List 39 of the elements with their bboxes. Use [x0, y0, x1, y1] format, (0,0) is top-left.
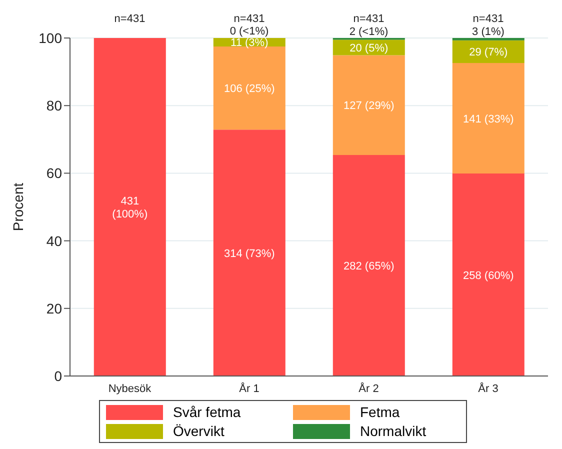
bar	[213, 130, 286, 376]
legend-label: Normalvikt	[360, 423, 428, 439]
y-tick-label: 0	[54, 368, 62, 384]
data-label: 282 (65%)	[344, 260, 394, 272]
x-tick-label: År 2	[358, 382, 379, 395]
data-label: 2 (<1%)	[349, 26, 388, 38]
bar	[332, 55, 405, 155]
data-label: 314 (73%)	[224, 248, 275, 260]
y-tick-label: 80	[46, 98, 62, 114]
data-label: 127 (29%)	[344, 100, 394, 112]
y-tick-label: 60	[46, 165, 62, 182]
annotation: n=431	[353, 13, 384, 25]
data-label: 3 (1%)	[472, 26, 504, 38]
x-tick-label: År 3	[478, 382, 498, 395]
x-tick-label: År 1	[239, 382, 260, 395]
data-label: 20 (5%)	[350, 42, 388, 54]
legend-label: Svår fetma	[173, 404, 242, 420]
data-label: 106 (25%)	[224, 83, 275, 96]
annotation: n=431	[472, 13, 504, 25]
y-tick-label: 40	[46, 232, 62, 249]
legend-label: Fetma	[360, 404, 401, 420]
bar	[332, 154, 405, 376]
data-label: 431 (100%)	[112, 196, 148, 220]
bar	[452, 63, 524, 174]
annotation: n=431	[234, 13, 265, 25]
bar	[94, 38, 166, 376]
data-label: 0 (<1%)	[230, 26, 269, 38]
x-tick-label: Nybesök	[108, 382, 152, 395]
data-label: 29 (7%)	[469, 46, 508, 59]
y-tick-label: 100	[38, 30, 62, 46]
data-label: 258 (60%)	[463, 270, 514, 282]
legend-label: Övervikt	[173, 423, 226, 439]
data-label: 141 (33%)	[463, 113, 514, 126]
y-axis-title: Procent	[10, 182, 26, 232]
data-label: 11 (3%)	[230, 37, 268, 50]
annotation: n=431	[114, 13, 146, 25]
bar	[452, 174, 524, 376]
bar	[452, 40, 524, 64]
y-tick-label: 20	[46, 300, 62, 316]
